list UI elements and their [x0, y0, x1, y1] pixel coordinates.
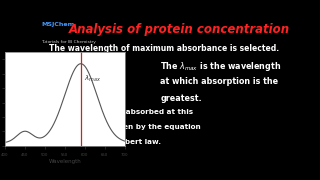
Text: MSJChem: MSJChem: [41, 22, 75, 27]
Text: $\log_{10}$: $\log_{10}$: [174, 134, 215, 156]
Text: The $\lambda_{max}$ is the wavelength: The $\lambda_{max}$ is the wavelength: [160, 60, 282, 73]
Text: The amount of light absorbed at this: The amount of light absorbed at this: [43, 109, 194, 115]
Text: $I$: $I$: [233, 150, 239, 166]
Text: The wavelength of maximum absorbance is selected.: The wavelength of maximum absorbance is …: [49, 44, 279, 53]
Text: Analysis of protein concentration: Analysis of protein concentration: [68, 23, 290, 36]
Text: $= \varepsilon lc$: $= \varepsilon lc$: [259, 136, 308, 154]
X-axis label: Wavelength: Wavelength: [48, 159, 81, 164]
Text: Tutorials for IB Chemistry: Tutorials for IB Chemistry: [41, 40, 96, 44]
Text: at which absorption is the: at which absorption is the: [160, 77, 278, 86]
Text: for the Beer – Lambert law.: for the Beer – Lambert law.: [50, 139, 161, 145]
Text: $I_O$: $I_O$: [228, 124, 243, 142]
Text: $\lambda_{max}$: $\lambda_{max}$: [84, 74, 101, 84]
Text: ● wavelength is given by the equation: ● wavelength is given by the equation: [43, 124, 201, 130]
Text: greatest.: greatest.: [160, 94, 202, 103]
